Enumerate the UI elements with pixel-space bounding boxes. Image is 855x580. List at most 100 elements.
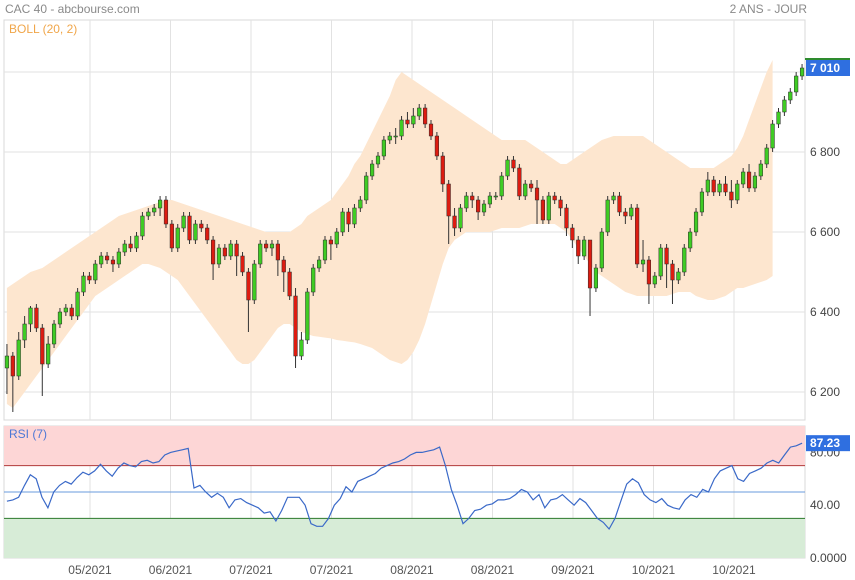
candle-body [269, 243, 275, 249]
candle [240, 252, 245, 276]
candle [22, 316, 27, 348]
candle-body [481, 203, 487, 213]
candle-body [405, 119, 410, 125]
candle-body [529, 183, 534, 189]
candle [216, 244, 222, 268]
candle [264, 240, 269, 252]
candle [222, 244, 227, 260]
candle-body [234, 243, 239, 257]
chart-title: CAC 40 - abcbourse.com [5, 2, 140, 16]
candle-body [75, 291, 80, 317]
candle [428, 120, 434, 140]
candle-body [428, 123, 434, 137]
x-tick-label: 06/2021 [149, 563, 193, 577]
candle [741, 168, 746, 188]
candle-body [640, 259, 646, 265]
candle-body [658, 247, 663, 277]
candle-body [799, 67, 805, 77]
x-tick-label: 07/2021 [229, 563, 273, 577]
candle-body [252, 263, 257, 301]
candle [470, 192, 475, 208]
candle [635, 204, 640, 268]
candle-body [352, 207, 357, 225]
x-axis: 05/2021 06/2021 07/2021 07/2021 08/2021 08/20… [68, 563, 756, 577]
candle-body [476, 199, 481, 213]
rsi-line [6, 442, 803, 531]
candle [640, 240, 646, 272]
rsi-overbought-zone [4, 426, 805, 466]
candle-body [334, 231, 339, 245]
candle-body [163, 199, 169, 225]
candle [452, 208, 457, 236]
candle [269, 240, 275, 256]
candle-body [63, 307, 68, 313]
candle-body [417, 107, 422, 117]
candle [116, 248, 121, 268]
candle-body [676, 271, 681, 281]
candle [758, 160, 763, 180]
y-tick-label: 6 600 [810, 225, 840, 239]
candle [693, 208, 699, 236]
candle-body [228, 243, 233, 257]
candle-body [10, 355, 15, 377]
candle [134, 232, 139, 252]
candle-body [322, 239, 328, 261]
candle-body [346, 211, 351, 225]
candle-body [240, 255, 245, 273]
candle [34, 304, 39, 332]
candle-body [51, 323, 57, 345]
period-label: 2 ANS - JOUR [729, 2, 807, 16]
y-tick-label: 6 400 [810, 305, 840, 319]
candle [169, 220, 174, 252]
candle-body [464, 195, 469, 209]
candle-body [599, 231, 604, 269]
candle-body [593, 267, 598, 289]
candle [93, 260, 98, 284]
candle [211, 236, 216, 280]
candle-body [128, 243, 133, 249]
candle-body [635, 207, 640, 265]
candle-body [381, 139, 386, 157]
candle-body [511, 159, 516, 169]
candle [311, 264, 316, 296]
candle-body [758, 163, 763, 177]
last-price-box [806, 60, 850, 76]
candle-body [169, 223, 174, 249]
candle [281, 256, 286, 292]
candle [776, 108, 781, 128]
candle [423, 104, 428, 128]
candle-body [152, 207, 157, 213]
candle-body [564, 207, 569, 229]
candle [458, 204, 463, 232]
candle-body [517, 167, 522, 197]
candle [540, 196, 545, 224]
candle [446, 180, 451, 244]
candle-body [670, 263, 675, 281]
candle [770, 120, 775, 152]
candle [69, 304, 74, 320]
candle-body [570, 227, 575, 241]
candle-body [293, 295, 298, 357]
candle [299, 332, 304, 360]
candle-body [458, 207, 463, 229]
candle-body [423, 107, 428, 125]
price-panel: BOLL (20, 2) 7 010 [4, 22, 850, 412]
candle [28, 306, 33, 332]
candle-body [776, 111, 781, 125]
candle [546, 192, 551, 224]
candle [599, 228, 604, 272]
candle [140, 212, 145, 240]
candle [617, 192, 622, 216]
candle [487, 192, 492, 208]
candle-body [305, 291, 310, 341]
rsi-label: RSI (7) [9, 427, 47, 441]
candle [746, 164, 752, 192]
candle [582, 236, 587, 260]
candle-body [193, 223, 198, 241]
candle-body [629, 207, 634, 217]
candle [122, 240, 127, 256]
candle [99, 252, 104, 268]
candle [623, 208, 628, 224]
candle [476, 196, 481, 220]
y-tick-label: 6 800 [810, 145, 840, 159]
